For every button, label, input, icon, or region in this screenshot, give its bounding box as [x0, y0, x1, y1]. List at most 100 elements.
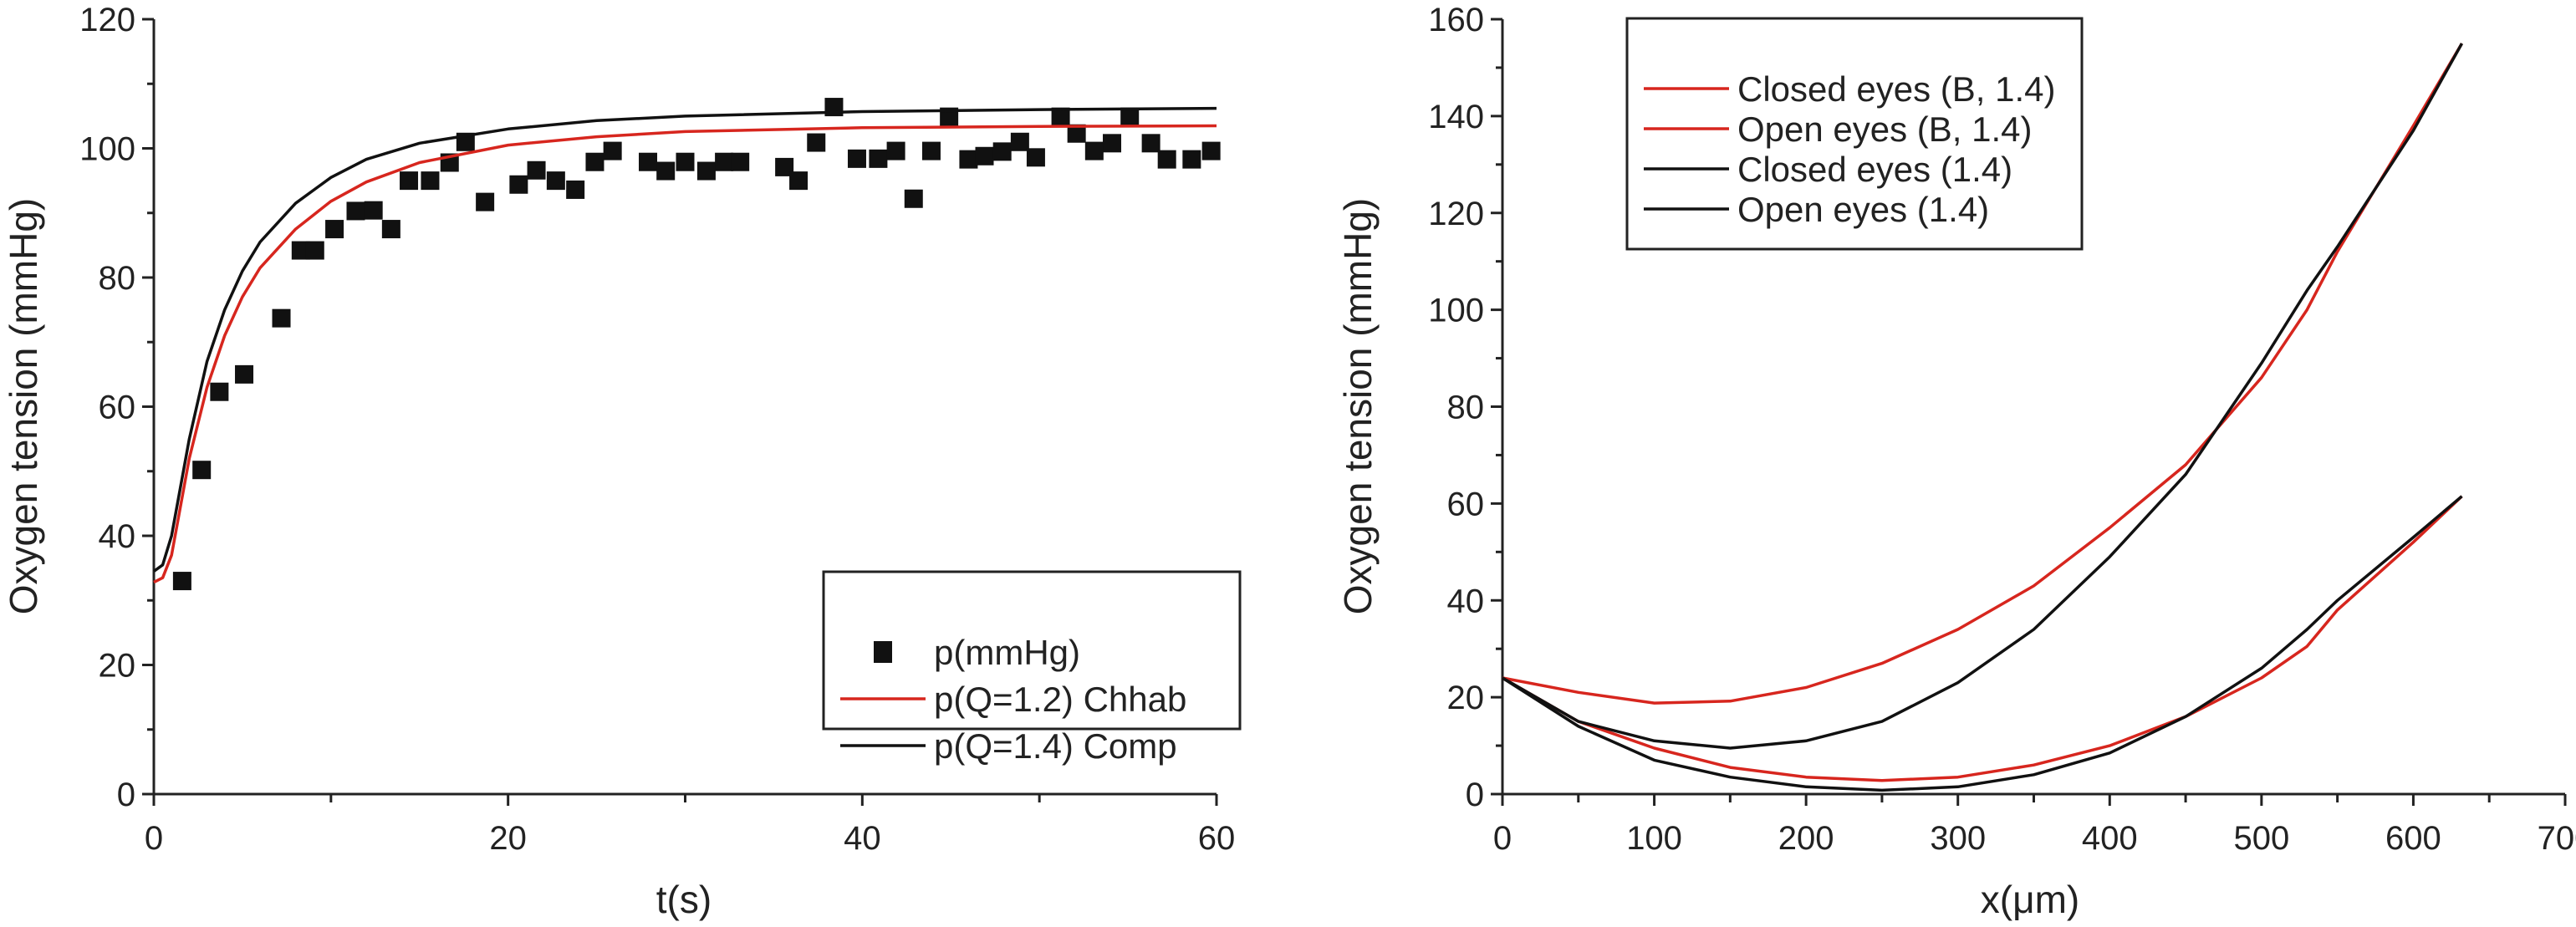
data-point [235, 364, 254, 384]
data-point [676, 152, 695, 171]
series-p-q-1-2-chhab-line [153, 124, 1217, 584]
data-point [975, 146, 994, 166]
data-point [886, 141, 905, 160]
x-tick-label: 40 [844, 820, 881, 857]
data-point [992, 142, 1012, 161]
data-point [1103, 134, 1122, 153]
y-tick-label: 60 [99, 390, 136, 426]
data-point [1120, 107, 1140, 126]
y-tick-label: 0 [1466, 777, 1484, 813]
data-point [1051, 107, 1070, 126]
data-point [639, 152, 658, 171]
data-point [715, 152, 734, 171]
y-tick-label: 60 [1447, 486, 1485, 522]
y-tick-label: 20 [1447, 680, 1485, 716]
data-point [272, 308, 291, 328]
legend-label: Closed eyes (1.4) [1737, 150, 2012, 189]
data-point [476, 192, 495, 211]
x-tick-label: 20 [489, 820, 527, 857]
y-axis-title: Oxygen tension (mmHg) [1336, 198, 1380, 615]
data-point [731, 152, 750, 171]
data-point [775, 157, 794, 176]
x-tick-label: 0 [145, 820, 163, 857]
data-point [940, 107, 959, 126]
data-point [546, 171, 565, 191]
x-tick-label: 700 [2538, 820, 2576, 857]
series-closed-eyes-b-1-4-line [1502, 43, 2464, 705]
data-point [1182, 150, 1201, 169]
x-tick-label: 600 [2385, 820, 2441, 857]
chart-oxygen-vs-depth: x(μm) Oxygen tension (mmHg) 0 20 40 60 80 100… [1336, 2, 2576, 921]
data-point [1157, 150, 1176, 169]
legend-marker [874, 641, 892, 663]
y-tick-label: 140 [1428, 99, 1484, 135]
series-p-q-1-4-comp-line [152, 106, 1217, 573]
y-tick-label: 120 [1428, 196, 1484, 232]
legend-box [1625, 17, 2084, 251]
y-tick-label: 80 [1447, 390, 1485, 426]
data-point [656, 161, 676, 181]
legend-label: p(mmHg) [934, 633, 1080, 672]
y-tick-label: 100 [79, 131, 135, 168]
x-axis-title: t(s) [656, 878, 712, 921]
y-tick-label: 0 [117, 777, 135, 813]
data-point [527, 160, 546, 180]
data-point [400, 171, 419, 191]
data-point [1084, 141, 1104, 160]
data-point [381, 220, 400, 239]
x-tick-label: 500 [2233, 820, 2289, 857]
data-point [566, 180, 585, 199]
data-point [325, 220, 344, 239]
data-point [509, 175, 528, 194]
legend: p(mmHg) p(Q=1.2) Chhab p(Q=1.4) Comp [822, 570, 1242, 766]
data-point [696, 161, 716, 181]
legend-label: Open eyes (B, 1.4) [1737, 110, 2033, 149]
y-tick-label: 120 [79, 2, 135, 38]
legend-label: p(Q=1.2) Chhab [934, 680, 1186, 719]
series-open-eyes-b-1-4-line [1502, 495, 2463, 782]
data-point [904, 189, 923, 208]
data-point [869, 149, 888, 168]
x-tick-label: 100 [1626, 820, 1682, 857]
data-point [192, 461, 212, 480]
data-point [364, 201, 383, 220]
series-closed-eyes-1-4-line [1502, 43, 2464, 750]
x-tick-label: 400 [2082, 820, 2138, 857]
data-point [959, 150, 978, 169]
x-tick-label: 60 [1198, 820, 1236, 857]
data-point [305, 241, 324, 260]
y-axis-title: Oxygen tension (mmHg) [2, 198, 45, 615]
data-point [789, 171, 809, 191]
data-point [1141, 134, 1160, 153]
legend-box [822, 570, 1242, 731]
series-open-eyes-1-4-line [1502, 495, 2463, 792]
y-tick-label: 160 [1428, 2, 1484, 38]
data-point [807, 133, 826, 152]
data-point [346, 201, 365, 221]
x-axis-title: x(μm) [1981, 878, 2079, 921]
data-point [1010, 132, 1029, 151]
y-tick-label: 20 [99, 648, 136, 685]
data-point [291, 241, 310, 260]
legend-label: p(Q=1.4) Comp [934, 726, 1177, 766]
data-point [1026, 148, 1045, 167]
x-tick-label: 300 [1930, 820, 1986, 857]
legend-label: Open eyes (1.4) [1737, 190, 1989, 229]
data-point [603, 141, 622, 160]
data-point [421, 171, 440, 191]
y-tick-label: 40 [99, 518, 136, 555]
legend-label: Closed eyes (B, 1.4) [1737, 69, 2056, 109]
y-tick-label: 40 [1447, 583, 1485, 619]
data-point [1201, 141, 1221, 160]
y-tick-label: 100 [1428, 293, 1484, 329]
data-point [210, 382, 229, 401]
data-point [585, 152, 604, 171]
x-tick-label: 200 [1778, 820, 1834, 857]
data-point [172, 572, 191, 591]
legend: Closed eyes (B, 1.4)Open eyes (B, 1.4)Cl… [1625, 17, 2084, 251]
chart-oxygen-vs-time: t(s) Oxygen tension (mmHg) 0 20 40 60 80 100 1… [2, 2, 1242, 921]
data-point [921, 141, 941, 160]
y-tick-label: 80 [99, 260, 136, 297]
data-point [847, 149, 866, 168]
